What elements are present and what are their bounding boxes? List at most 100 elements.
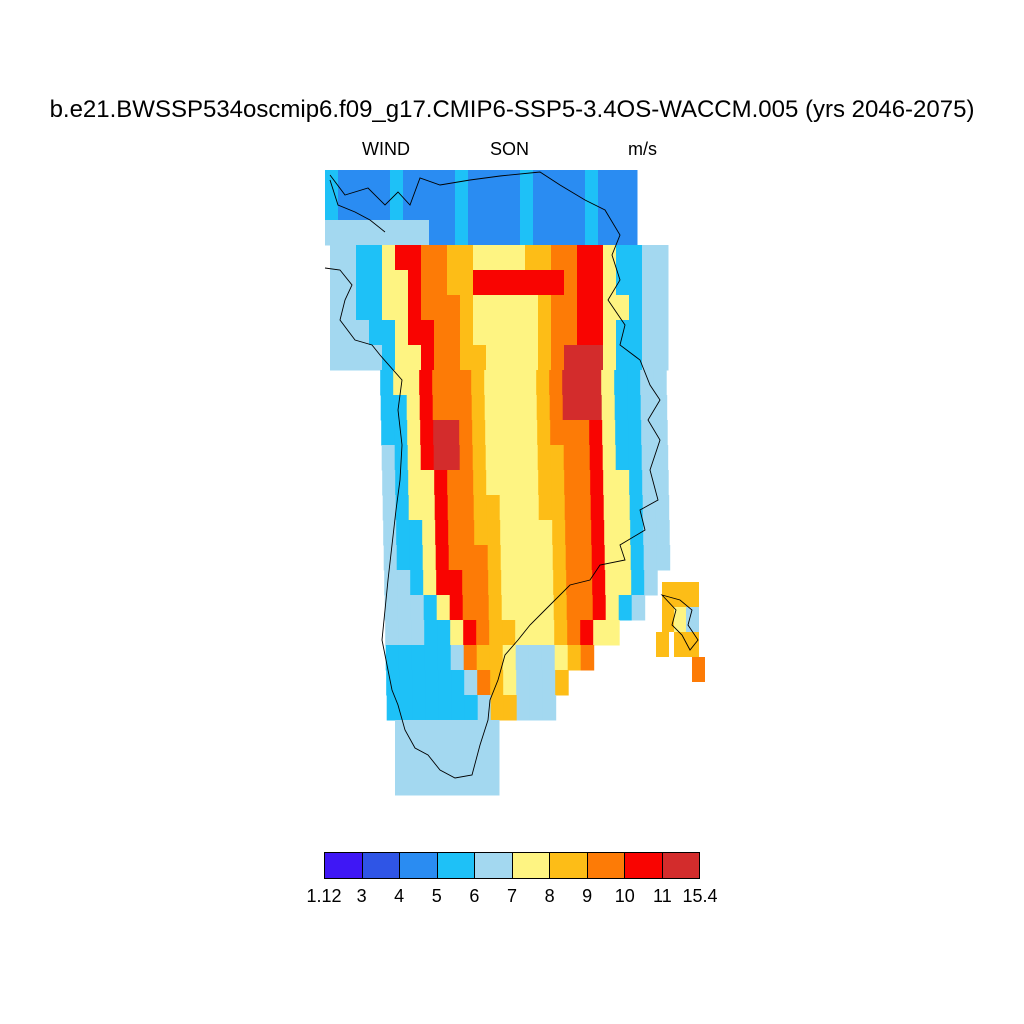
wind-cell [356, 295, 370, 321]
wind-cell [408, 720, 422, 746]
wind-cell [397, 595, 412, 621]
wind-cell [578, 520, 592, 546]
wind-cell [356, 245, 370, 271]
wind-cell [380, 395, 395, 421]
wind-cell [489, 645, 504, 671]
wind-cell [511, 445, 526, 471]
wind-cell [421, 745, 435, 771]
wind-cell [514, 570, 528, 596]
wind-cell [642, 495, 657, 521]
wind-cell [369, 345, 383, 371]
wind-cell [551, 345, 565, 371]
colorbar-swatch [625, 853, 663, 878]
wind-field [325, 170, 705, 796]
wind-cell [421, 770, 435, 796]
wind-cell [356, 270, 370, 296]
wind-cell [564, 345, 578, 371]
wind-cell [564, 295, 578, 321]
wind-cell [455, 220, 469, 246]
wind-cell [408, 320, 422, 346]
wind-cell [432, 370, 446, 396]
wind-cell [616, 345, 630, 371]
wind-cell [627, 370, 641, 396]
wind-cell [476, 645, 491, 671]
wind-cell [468, 220, 482, 246]
wind-cell [498, 420, 512, 446]
wind-cell [577, 270, 591, 296]
wind-cell [499, 295, 513, 321]
wind-cell [618, 595, 633, 621]
wind-cell [624, 195, 638, 221]
wind-cell [494, 170, 508, 196]
wind-cell [460, 770, 474, 796]
wind-cell [520, 170, 534, 196]
wind-cell [397, 570, 411, 596]
wind-cell [433, 420, 447, 446]
wind-cell [525, 295, 539, 321]
wind-cell [410, 595, 425, 621]
wind-cell [447, 720, 461, 746]
wind-cell [591, 545, 606, 571]
wind-cell [356, 345, 370, 371]
wind-cell [598, 220, 612, 246]
wind-cell [325, 170, 339, 196]
wind-cell [449, 570, 463, 596]
wind-cell [369, 320, 383, 346]
wind-cell [605, 595, 620, 621]
wind-cell [590, 345, 604, 371]
wind-cell [395, 720, 409, 746]
wind-cell [381, 445, 396, 471]
wind-cell [512, 320, 526, 346]
wind-cell [364, 170, 378, 196]
wind-cell [473, 745, 487, 771]
wind-cell [512, 470, 526, 496]
wind-cell [447, 745, 461, 771]
wind-cell [564, 470, 578, 496]
wind-cell [356, 320, 370, 346]
wind-cell [603, 270, 617, 296]
wind-cell [577, 470, 591, 496]
wind-cell [422, 520, 436, 546]
wind-cell [536, 370, 550, 396]
wind-cell [473, 320, 487, 346]
wind-cell [641, 420, 655, 446]
wind-cell [421, 720, 435, 746]
colorbar-tick-label: 11 [653, 886, 672, 906]
wind-cell [390, 170, 404, 196]
wind-cell [460, 295, 474, 321]
wind-cell [516, 670, 530, 696]
wind-cell [592, 595, 607, 621]
wind-cell [611, 195, 625, 221]
units-label: m/s [628, 139, 657, 159]
wind-cell [421, 470, 435, 496]
wind-cell [406, 395, 421, 421]
wind-cell [471, 370, 485, 396]
wind-cell [447, 345, 461, 371]
wind-cell [481, 195, 495, 221]
wind-cell [585, 220, 599, 246]
wind-cell [511, 420, 525, 446]
wind-cell [575, 395, 590, 421]
wind-cell [551, 470, 565, 496]
wind-cell [590, 470, 604, 496]
wind-cell [475, 595, 490, 621]
wind-cell [524, 445, 539, 471]
wind-cell [381, 420, 395, 446]
colorbar-tick-label: 8 [544, 886, 555, 906]
wind-cell [490, 695, 505, 721]
wind-cell [629, 320, 643, 346]
wind-cell [512, 295, 526, 321]
wind-cell [526, 520, 540, 546]
wind-cell [382, 495, 397, 521]
wind-cell [559, 170, 573, 196]
wind-cell [343, 345, 357, 371]
wind-cell [494, 220, 508, 246]
wind-cell [588, 370, 602, 396]
wind-cell [512, 345, 526, 371]
wind-cell [629, 470, 643, 496]
wind-cell [364, 195, 378, 221]
wind-cell [572, 220, 586, 246]
wind-cell [393, 370, 407, 396]
wind-cell [538, 345, 552, 371]
wind-cell [686, 632, 699, 657]
